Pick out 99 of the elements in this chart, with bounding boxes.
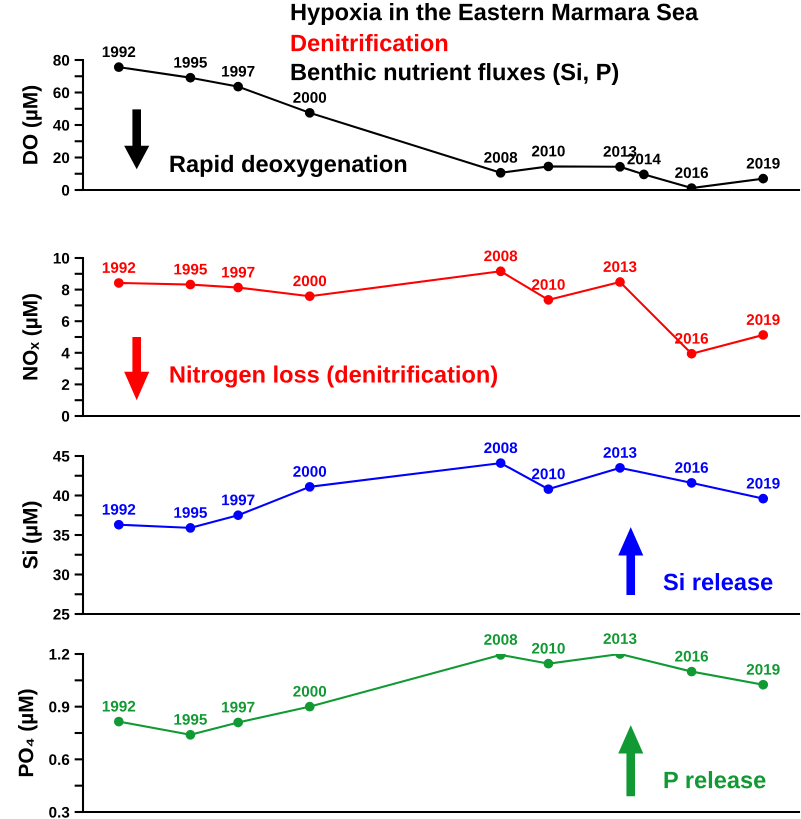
y-tick-label: 40 bbox=[53, 120, 70, 131]
point bbox=[186, 72, 196, 83]
annotation: 2008 bbox=[484, 152, 518, 163]
point bbox=[686, 666, 696, 676]
y-tick-label: 0.6 bbox=[49, 754, 70, 766]
annotation: 2019 bbox=[746, 314, 780, 325]
point bbox=[186, 523, 196, 533]
annotation: 2013 bbox=[604, 447, 636, 458]
annotation: 2000 bbox=[293, 466, 326, 477]
point bbox=[233, 282, 243, 292]
point bbox=[186, 730, 196, 740]
y-tick-label: 2 bbox=[62, 379, 70, 390]
y-tick-label: 25 bbox=[53, 608, 70, 620]
annotation: 2013 bbox=[604, 633, 636, 644]
annotation: 1992 bbox=[102, 262, 136, 273]
y-tick-label: 6 bbox=[62, 316, 70, 327]
annotation: 1997 bbox=[222, 266, 254, 278]
point bbox=[496, 458, 506, 468]
point bbox=[304, 291, 315, 302]
annotation: Nitrogen loss (denitrification) bbox=[170, 365, 497, 388]
point bbox=[496, 168, 506, 178]
annotation: 1992 bbox=[102, 504, 136, 515]
annotation: Benthic nutrient fluxes (Si, P) bbox=[292, 62, 618, 86]
annotation: 2013 bbox=[604, 261, 636, 272]
annotation: Si release bbox=[664, 573, 772, 590]
point bbox=[615, 162, 625, 172]
annotation: 2010 bbox=[532, 146, 565, 156]
y-axis-title: NOₓ (µM) bbox=[22, 294, 42, 380]
chart-subtitle: Denitrification bbox=[292, 34, 448, 52]
point bbox=[304, 108, 315, 118]
y-tick-label: 8 bbox=[62, 284, 70, 296]
annotation: 1997 bbox=[222, 66, 254, 77]
y-tick-label: 30 bbox=[53, 569, 70, 580]
point bbox=[114, 716, 124, 726]
annotation: 1997 bbox=[222, 702, 254, 712]
annotation: 2016 bbox=[675, 167, 708, 178]
point bbox=[758, 680, 768, 690]
y-tick-label: 60 bbox=[53, 87, 70, 98]
y-axis-title: PO₄ (µM) bbox=[18, 690, 38, 776]
annotation: 2000 bbox=[293, 686, 326, 697]
y-axis-title: DO (µM) bbox=[22, 86, 42, 164]
annotation: 1995 bbox=[174, 56, 207, 68]
point bbox=[758, 330, 768, 340]
point bbox=[758, 174, 768, 184]
point bbox=[233, 510, 243, 520]
y-tick-label: 0.3 bbox=[49, 806, 70, 818]
point bbox=[686, 348, 696, 359]
point bbox=[186, 280, 196, 290]
point bbox=[114, 520, 124, 530]
annotation: 2010 bbox=[532, 642, 565, 654]
annotation: 2010 bbox=[532, 468, 565, 480]
annotation: 1992 bbox=[102, 46, 136, 58]
y-axis-title: Si (µM) bbox=[22, 502, 42, 569]
y-tick-label: 4 bbox=[62, 348, 70, 358]
point bbox=[544, 162, 554, 172]
y-tick-label: 0 bbox=[62, 410, 70, 422]
point bbox=[615, 277, 625, 287]
y-tick-label: 45 bbox=[53, 451, 70, 462]
point bbox=[544, 484, 554, 494]
point bbox=[615, 462, 625, 473]
annotation: 2016 bbox=[675, 650, 708, 662]
annotation: 2019 bbox=[746, 158, 780, 169]
annotation: 2000 bbox=[293, 275, 326, 286]
chart-title: Hypoxia in the Eastern Marmara Sea bbox=[292, 2, 698, 26]
annotation: Rapid deoxygenation bbox=[170, 154, 406, 177]
y-tick-label: 20 bbox=[53, 152, 70, 164]
annotation: P release bbox=[664, 771, 766, 788]
annotation: 2008 bbox=[484, 634, 518, 645]
point bbox=[304, 482, 315, 492]
y-tick-label: 0.9 bbox=[49, 702, 70, 712]
annotation: 2019 bbox=[746, 478, 780, 489]
annotation: 2008 bbox=[484, 442, 518, 454]
point bbox=[544, 295, 554, 305]
point bbox=[544, 658, 554, 669]
annotation: 2008 bbox=[484, 250, 518, 262]
annotation: 2019 bbox=[746, 664, 780, 675]
point bbox=[114, 62, 124, 72]
y-tick-label: 40 bbox=[53, 490, 70, 502]
y-tick-label: 0 bbox=[62, 184, 70, 196]
point bbox=[233, 718, 243, 728]
point bbox=[233, 82, 243, 92]
annotation: 1997 bbox=[222, 494, 254, 506]
point bbox=[114, 278, 124, 288]
y-tick-label: 35 bbox=[53, 530, 70, 541]
annotation: 1995 bbox=[174, 507, 207, 518]
annotation: 1992 bbox=[102, 700, 136, 712]
point bbox=[758, 494, 768, 504]
annotation: 2010 bbox=[532, 279, 565, 290]
y-tick-label: 1.2 bbox=[50, 648, 70, 660]
point bbox=[304, 702, 315, 712]
point bbox=[686, 478, 696, 488]
annotation: 2000 bbox=[293, 92, 326, 103]
point bbox=[639, 170, 649, 180]
point bbox=[496, 266, 506, 276]
annotation: 1995 bbox=[174, 714, 207, 725]
annotation: 2016 bbox=[675, 462, 708, 473]
y-tick-label: 80 bbox=[53, 54, 70, 66]
y-tick-label: 10 bbox=[54, 252, 70, 264]
annotation: 1995 bbox=[174, 264, 207, 275]
